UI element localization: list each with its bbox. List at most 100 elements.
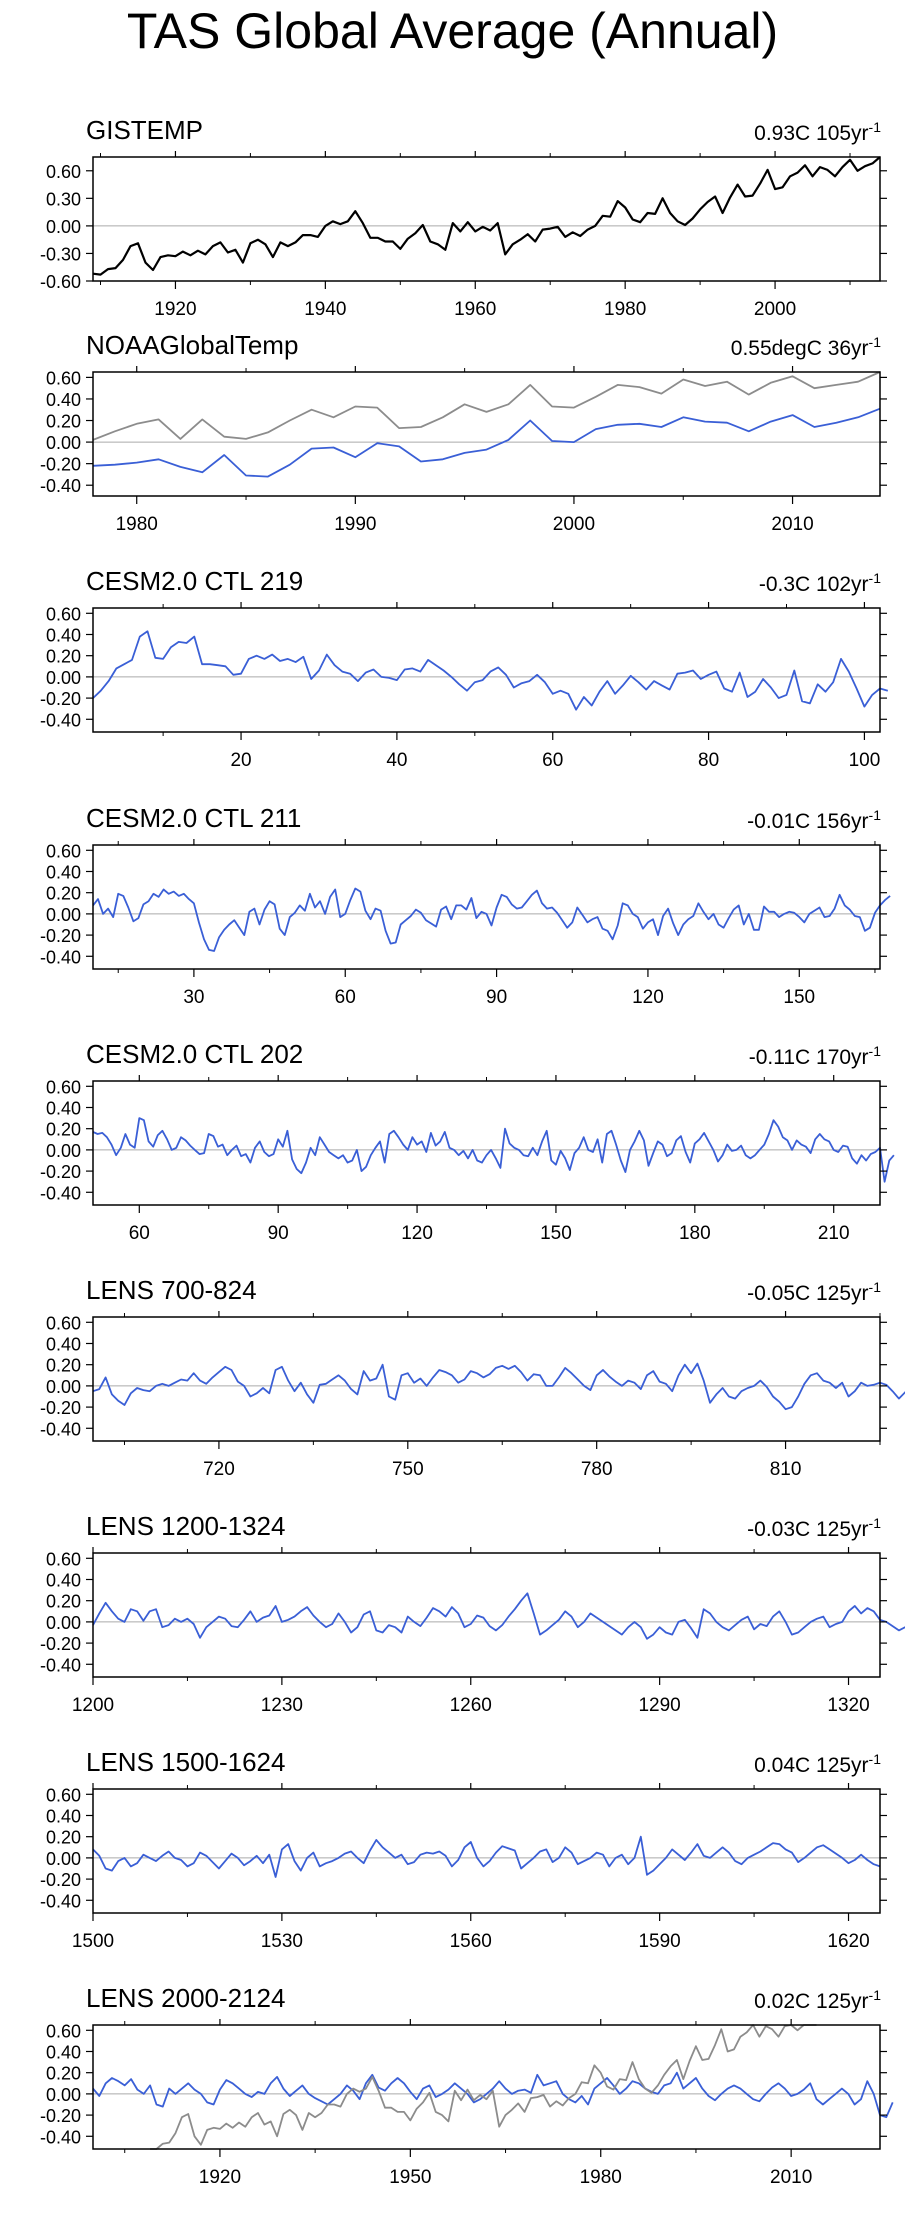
trend-stat-exponent: -1: [868, 1279, 881, 1295]
trend-stat-text: 0.93C 105yr: [754, 122, 869, 145]
x-tick-label: 1200: [72, 1695, 114, 1716]
x-tick-label: 40: [386, 750, 407, 771]
y-tick-label: 0.40: [46, 2042, 81, 2062]
x-tick-label: 780: [581, 1459, 613, 1480]
y-tick-label: 0.60: [46, 1077, 81, 1097]
x-tick-label: 1950: [389, 2167, 431, 2188]
trend-stat-text: 0.55degC 36yr: [730, 337, 869, 360]
x-tick-label: 1920: [154, 299, 196, 320]
trend-stat-exponent: -1: [868, 119, 881, 135]
x-tick-label: 180: [679, 1223, 711, 1244]
plot-frame: [92, 1552, 881, 1678]
y-tick-label: 0.00: [46, 1613, 81, 1633]
y-tick-label: -0.20: [40, 1634, 81, 1654]
y-tick-label: 0.00: [46, 668, 81, 688]
x-tick-label: 1260: [450, 1695, 492, 1716]
y-tick-label: 0.20: [46, 412, 81, 432]
trend-stat-exponent: -1: [868, 1043, 881, 1059]
x-tick-label: 1290: [638, 1695, 680, 1716]
x-tick-label: 150: [540, 1223, 572, 1244]
panel-trend-stat: -0.11C 170yr-1: [749, 1043, 881, 1070]
y-tick-label: -0.40: [40, 2127, 81, 2147]
y-tick-label: 0.60: [46, 841, 81, 861]
y-tick-label: 0.40: [46, 390, 81, 410]
y-tick-label: 0.60: [46, 2021, 81, 2041]
x-tick-label: 20: [230, 750, 251, 771]
panel-title: CESM2.0 CTL 202: [86, 1039, 304, 1069]
y-tick-label: 0.40: [46, 1098, 81, 1118]
y-tick-label: 0.30: [46, 189, 81, 209]
y-tick-label: 0.40: [46, 862, 81, 882]
x-tick-label: 810: [770, 1459, 802, 1480]
x-tick-label: 1620: [827, 1931, 869, 1952]
y-tick-label: 0.20: [46, 1356, 81, 1376]
y-tick-label: 0.60: [46, 1785, 81, 1805]
series-line-blue: [92, 630, 889, 711]
y-tick-label: 0.00: [46, 1141, 81, 1161]
panel-title: LENS 2000-2124: [86, 1983, 286, 2013]
y-tick-label: -0.20: [40, 1162, 81, 1182]
y-tick-label: -0.40: [40, 1419, 81, 1439]
chart-svg: 0.600.400.200.00-0.20-0.40 1980 1990 2000 20…: [40, 366, 887, 535]
plot-frame: [92, 156, 881, 282]
series-line-blue: [92, 407, 881, 478]
y-tick-label: 0.40: [46, 1570, 81, 1590]
panel-trend-stat: -0.3C 102yr-1: [759, 570, 881, 597]
y-tick-label: 0.40: [46, 1334, 81, 1354]
y-tick-label: 0.40: [46, 625, 81, 645]
plot-frame: [92, 1316, 881, 1442]
y-tick-label: -0.30: [40, 244, 81, 264]
series-line-blue: [92, 1117, 895, 1183]
chart-svg: 0.600.400.200.00-0.20-0.40 20 40 60 80 100: [40, 602, 889, 771]
y-tick-label: 0.60: [46, 1313, 81, 1333]
panel-title: CESM2.0 CTL 211: [86, 803, 302, 833]
y-tick-label: 0.20: [46, 884, 81, 904]
panel-trend-stat: 0.55degC 36yr-1: [731, 334, 881, 361]
y-tick-label: 0.40: [46, 1806, 81, 1826]
y-tick-label: -0.40: [40, 1655, 81, 1675]
panel-title: CESM2.0 CTL 219: [86, 566, 304, 596]
y-tick-label: 0.00: [46, 2085, 81, 2105]
chart-svg: 0.600.400.200.00-0.20-0.40 60 90 120 150 180 2…: [40, 1075, 895, 1244]
y-tick-label: 0.00: [46, 217, 81, 237]
x-tick-label: 1980: [116, 514, 158, 535]
x-tick-label: 1980: [604, 299, 646, 320]
chart-svg: 0.600.400.200.00-0.20-0.40 1200 1230 1260 12…: [40, 1547, 905, 1716]
y-tick-label: -0.40: [40, 710, 81, 730]
x-tick-label: 1500: [72, 1931, 114, 1952]
x-tick-label: 1560: [450, 1931, 492, 1952]
series-line-blue: [92, 2071, 894, 2119]
plot-frame: [92, 1788, 881, 1914]
y-tick-label: -0.20: [40, 2106, 81, 2126]
x-tick-label: 60: [129, 1223, 150, 1244]
y-tick-label: 0.20: [46, 1592, 81, 1612]
x-tick-label: 1990: [334, 514, 376, 535]
panel-trend-stat: 0.02C 125yr-1: [754, 1987, 881, 2014]
series-line-gray: [92, 371, 881, 441]
plot-frame: [92, 607, 881, 733]
trend-stat-text: -0.3C 102yr: [758, 573, 869, 596]
plot-frame: [92, 2024, 881, 2150]
panel-trend-stat: 0.04C 125yr-1: [754, 1751, 881, 1778]
y-tick-label: 0.00: [46, 905, 81, 925]
y-tick-label: 0.60: [46, 604, 81, 624]
y-tick-label: 0.60: [46, 1549, 81, 1569]
trend-stat-exponent: -1: [868, 1515, 881, 1531]
panel-title: LENS 700-824: [86, 1275, 257, 1305]
series-line-black: [92, 156, 881, 276]
y-tick-label: -0.40: [40, 1183, 81, 1203]
series-line-blue: [92, 1835, 881, 1878]
panel-trend-stat: -0.05C 125yr-1: [747, 1279, 881, 1306]
trend-stat-text: -0.03C 125yr: [747, 1518, 869, 1541]
series-line-blue: [92, 1592, 905, 1640]
x-tick-label: 90: [268, 1223, 289, 1244]
x-tick-label: 90: [486, 987, 507, 1008]
trend-stat-exponent: -1: [868, 1987, 881, 2003]
y-tick-label: -0.40: [40, 1891, 81, 1911]
trend-stat-text: 0.04C 125yr: [754, 1754, 869, 1777]
y-tick-label: -0.60: [40, 272, 81, 292]
y-tick-label: 0.00: [46, 1849, 81, 1869]
y-tick-label: -0.20: [40, 1398, 81, 1418]
y-tick-label: 0.60: [46, 368, 81, 388]
x-tick-label: 150: [783, 987, 815, 1008]
